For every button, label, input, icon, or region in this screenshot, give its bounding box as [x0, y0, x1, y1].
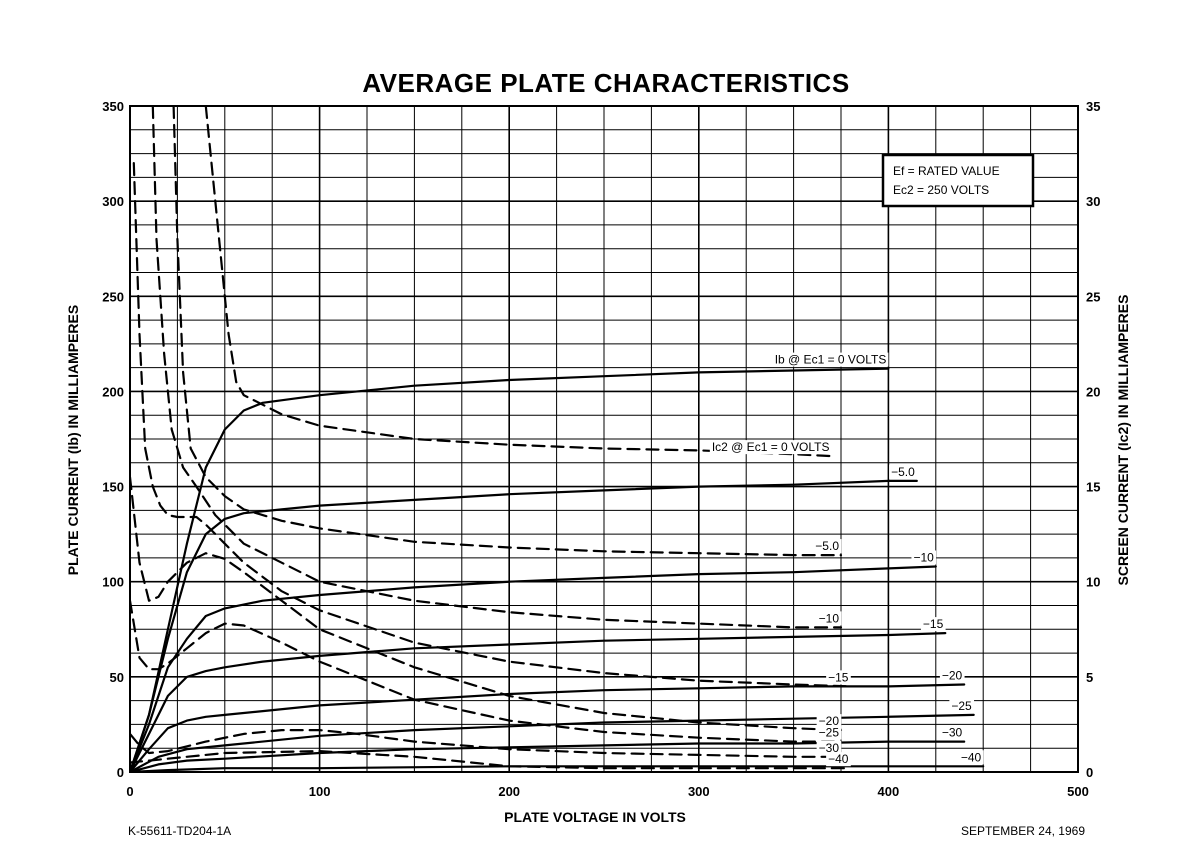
screen-curve-label: Ic2 @ Ec1 = 0 VOLTS: [712, 440, 830, 454]
x-tick-label: 500: [1067, 784, 1089, 799]
screen-current-curve: [130, 476, 843, 732]
info-box: Ef = RATED VALUE Ec2 = 250 VOLTS: [881, 153, 1035, 208]
x-tick-label: 400: [878, 784, 900, 799]
curve-label-background: [709, 440, 832, 455]
y-tick-label: 150: [102, 480, 124, 495]
screen-current-curve: [132, 162, 852, 688]
curve-label-background: [949, 698, 975, 713]
x-axis-title: PLATE VOLTAGE IN VOLTS: [504, 809, 686, 825]
curves: [130, 106, 985, 772]
curve-label-background: [816, 611, 842, 626]
x-tick-label: 300: [688, 784, 710, 799]
screen-curve-label: −15: [828, 670, 849, 684]
screen-curve-label: −25: [819, 726, 840, 740]
plate-current-curve: [130, 713, 975, 772]
curve-label-background: [958, 750, 984, 765]
tick-labels: 0 100 200 300 400 500 0 50 100 150 200 250 300 350 0 5 1…: [102, 99, 1100, 799]
curve-label-background: [920, 617, 946, 632]
footer-drawing-number: K-55611-TD204-1A: [128, 824, 231, 838]
plate-current-curve: [130, 765, 985, 772]
y2-tick-label: 25: [1086, 289, 1100, 304]
screen-current-curve: [204, 106, 833, 458]
curve-label-background: [911, 550, 937, 565]
y2-tick-label: 5: [1086, 670, 1093, 685]
chart-title: AVERAGE PLATE CHARACTERISTICS: [362, 68, 849, 98]
curve-label-background: [826, 752, 851, 767]
curve-label-background: [816, 714, 842, 729]
y2-tick-label: 35: [1086, 99, 1100, 114]
y-tick-label: 250: [102, 289, 124, 304]
plate-curve-label: −20: [942, 668, 963, 682]
y-tick-label: 350: [102, 99, 124, 114]
footer-date: SEPTEMBER 24, 1969: [961, 824, 1085, 838]
curve-label-background: [813, 539, 842, 554]
curve-label-background: [772, 352, 889, 367]
info-box-frame: [881, 153, 1035, 208]
curve-labels: Ib @ Ec1 = 0 VOLTS−5.0−10−15−20−25−30−40…: [709, 352, 984, 767]
y2-tick-label: 20: [1086, 384, 1100, 399]
y-axis-title: PLATE CURRENT (Ib) IN MILLIAMPERES: [65, 305, 81, 575]
screen-current-curve: [151, 106, 843, 629]
info-box-line-2: Ec2 = 250 VOLTS: [893, 183, 989, 197]
y2-axis-title: SCREEN CURRENT (Ic2) IN MILLIAMPERES: [1115, 295, 1131, 586]
screen-curve-label: −10: [819, 611, 840, 625]
plate-curve-label: −40: [961, 750, 982, 764]
plate-curve-label: −25: [951, 699, 972, 713]
y-tick-label: 0: [117, 765, 124, 780]
curve-label-background: [816, 740, 842, 755]
y-tick-label: 50: [110, 670, 124, 685]
screen-curve-label: −20: [819, 714, 840, 728]
plate-current-curve: [130, 740, 966, 772]
x-tick-label: 200: [498, 784, 520, 799]
plate-current-curve: [130, 683, 966, 772]
x-tick-label: 100: [309, 784, 331, 799]
curve-label-background: [889, 464, 918, 479]
plate-curve-label: −10: [913, 550, 934, 564]
curve-label-background: [939, 725, 965, 740]
y2-tick-label: 30: [1086, 194, 1100, 209]
plate-current-curve: [130, 367, 890, 772]
screen-curve-label: −5.0: [815, 539, 839, 553]
screen-curve-label: −30: [819, 741, 840, 755]
plate-current-curve: [130, 631, 947, 772]
y-tick-label: 200: [102, 384, 124, 399]
curve-label-background: [939, 668, 965, 683]
plate-curve-label: Ib @ Ec1 = 0 VOLTS: [775, 353, 887, 367]
curve-label-background: [826, 670, 851, 685]
plate-curve-label: −5.0: [891, 465, 915, 479]
plate-curve-label: −30: [942, 726, 963, 740]
screen-current-curve: [130, 728, 843, 758]
y-tick-label: 300: [102, 194, 124, 209]
screen-curve-label: −40: [828, 752, 849, 766]
x-tick-label: 0: [126, 784, 133, 799]
y2-tick-label: 15: [1086, 480, 1100, 495]
screen-current-curve: [172, 106, 843, 557]
screen-current-curve: [130, 749, 852, 770]
y-tick-label: 100: [102, 575, 124, 590]
y2-tick-label: 0: [1086, 765, 1093, 780]
plot-frame: [129, 105, 1079, 773]
plate-current-curve: [130, 479, 918, 772]
curve-group: [130, 106, 985, 772]
plate-curve-label: −15: [923, 617, 944, 631]
y2-tick-label: 10: [1086, 575, 1100, 590]
curve-label-background: [816, 725, 842, 740]
screen-current-curve: [130, 599, 843, 743]
info-box-line-1: Ef = RATED VALUE: [893, 164, 1000, 178]
